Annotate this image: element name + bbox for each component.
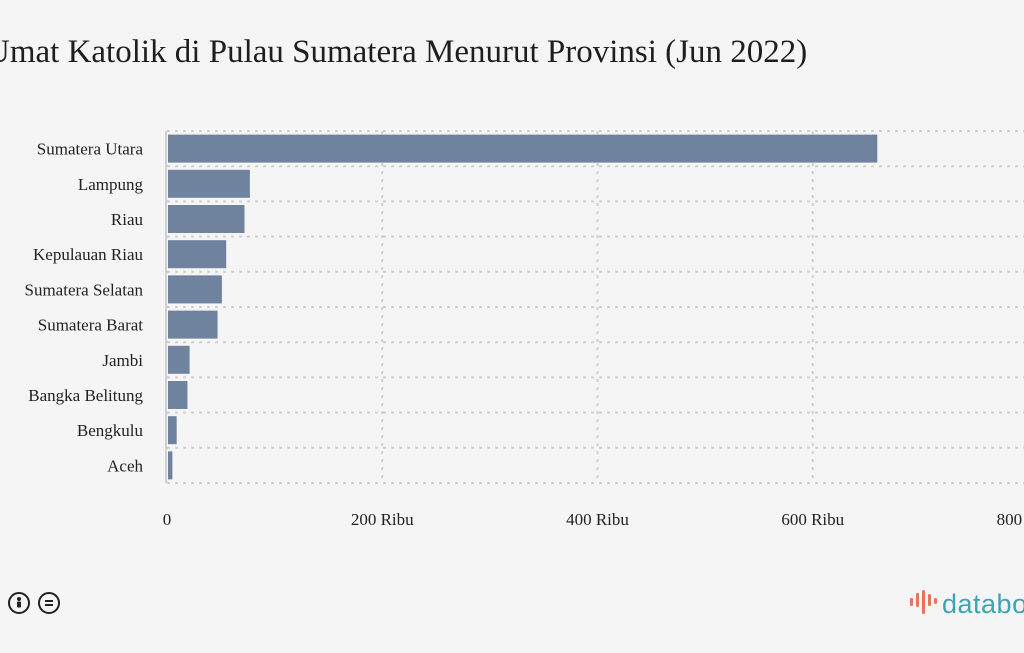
license-icons — [8, 592, 60, 614]
category-label: Sumatera Barat — [38, 316, 144, 335]
brand-name: databoks — [942, 589, 1024, 619]
x-tick-label: 600 Ribu — [781, 510, 844, 529]
bar — [168, 134, 878, 163]
category-label: Jambi — [102, 351, 143, 370]
brand-logo[interactable]: databoks — [908, 588, 1024, 621]
category-label: Kepulauan Riau — [33, 245, 143, 264]
bar — [168, 345, 190, 374]
bar — [168, 205, 245, 233]
bar — [168, 310, 218, 339]
cc-by-icon — [8, 592, 30, 614]
cc-nd-icon — [38, 592, 60, 614]
x-tick-label: 0 — [163, 510, 172, 529]
category-label: Aceh — [107, 456, 143, 475]
category-label: Lampung — [78, 175, 144, 194]
x-tick-label: 200 Ribu — [351, 510, 414, 529]
bar — [168, 381, 188, 409]
category-label: Riau — [111, 210, 144, 229]
category-label: Bengkulu — [77, 421, 144, 440]
chart-title: Umat Katolik di Pulau Sumatera Menurut P… — [0, 34, 808, 70]
category-label: Sumatera Selatan — [25, 280, 144, 299]
databoks-logo-icon — [908, 588, 938, 621]
bar — [168, 451, 173, 480]
category-label: Bangka Belitung — [28, 386, 143, 405]
bar — [168, 275, 222, 304]
bar — [168, 240, 227, 269]
x-tick-label: 400 Ribu — [566, 510, 629, 529]
bar — [168, 416, 177, 445]
bar — [168, 169, 250, 198]
category-label: Sumatera Utara — [37, 140, 144, 159]
x-tick-label: 800 Ribu — [997, 510, 1024, 529]
